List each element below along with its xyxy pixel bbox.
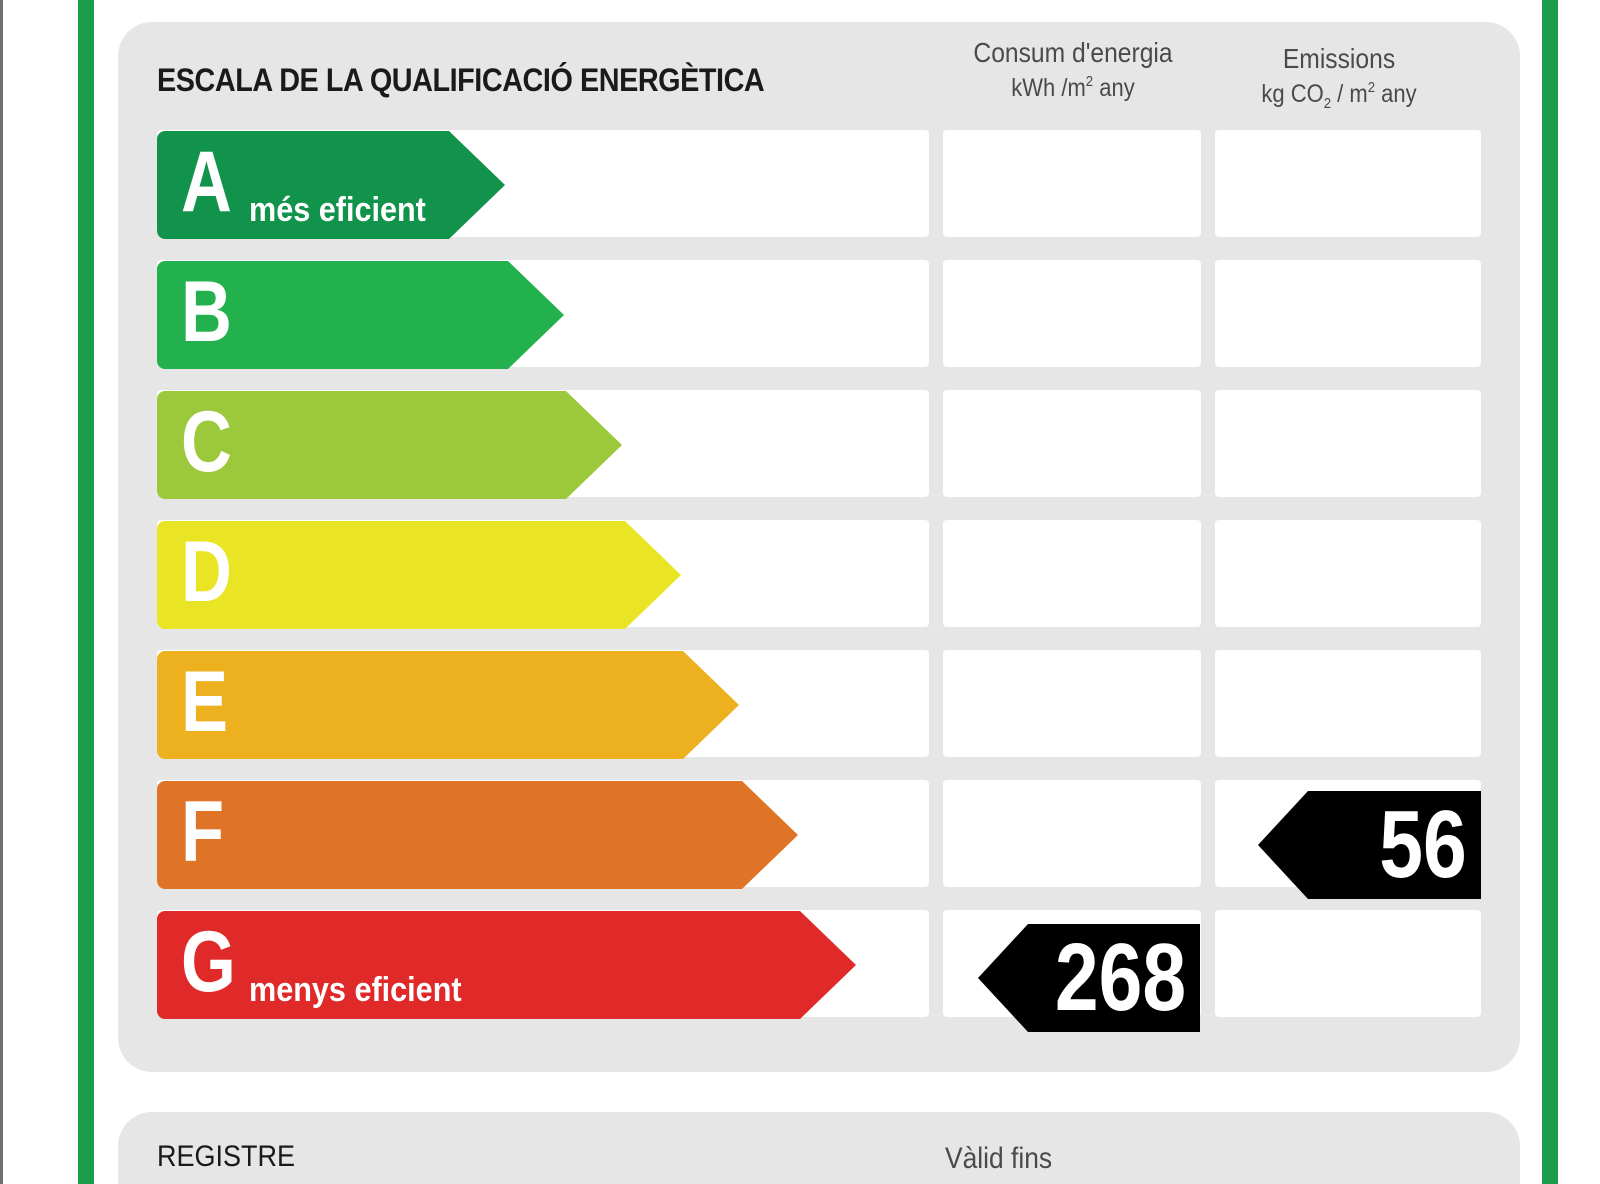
energy-column-unit: kWh /m2 any <box>959 72 1188 106</box>
class-arrow-b: B <box>157 261 564 369</box>
energy-unit-period: any <box>1093 73 1135 102</box>
energy-cell-e <box>943 650 1201 757</box>
emissions-rating-marker: 56 <box>1258 791 1481 899</box>
energy-rating-value: 268 <box>1054 924 1186 1031</box>
emissions-cell-c <box>1215 390 1481 497</box>
emissions-column-unit: kg CO2 / m2 any <box>1223 78 1455 114</box>
registry-label: REGISTRE <box>157 1140 296 1173</box>
emissions-cell-a <box>1215 130 1481 237</box>
class-caption: més eficient <box>249 191 426 229</box>
energy-cell-a <box>943 130 1201 237</box>
emissions-cell-d <box>1215 520 1481 627</box>
energy-cell-f <box>943 780 1201 887</box>
class-letter: E <box>181 654 229 750</box>
energy-column-label: Consum d'energia <box>973 37 1173 68</box>
energy-cell-b <box>943 260 1201 367</box>
class-arrow-f: F <box>157 781 798 889</box>
class-letter: A <box>181 134 232 230</box>
class-caption: menys eficient <box>249 971 462 1009</box>
scale-title: ESCALA DE LA QUALIFICACIÓ ENERGÈTICA <box>157 62 765 98</box>
emissions-unit-base: kg CO <box>1261 79 1324 108</box>
registry-panel <box>118 1112 1520 1184</box>
energy-cell-c <box>943 390 1201 497</box>
emissions-unit-sup: 2 <box>1367 78 1376 96</box>
emissions-column-header: Emissions kg CO2 / m2 any <box>1223 40 1455 114</box>
energy-unit-base: kWh /m <box>1011 73 1086 102</box>
energy-column-header: Consum d'energia kWh /m2 any <box>959 34 1188 106</box>
left-edge-line <box>0 0 3 1184</box>
class-arrow-c: C <box>157 391 622 499</box>
emissions-unit-area: / m <box>1331 79 1368 108</box>
class-arrow-d: D <box>157 521 681 629</box>
energy-cell-d <box>943 520 1201 627</box>
emissions-column-label: Emissions <box>1282 43 1396 74</box>
class-letter: G <box>181 914 236 1010</box>
emissions-unit-period: any <box>1375 79 1417 108</box>
class-letter: F <box>181 784 225 880</box>
emissions-cell-e <box>1215 650 1481 757</box>
emissions-unit-sub: 2 <box>1323 94 1332 112</box>
class-letter: D <box>181 524 232 620</box>
energy-unit-sup: 2 <box>1085 72 1094 90</box>
emissions-cell-g <box>1215 910 1481 1017</box>
emissions-rating-value: 56 <box>1379 791 1467 898</box>
energy-rating-marker: 268 <box>978 924 1200 1032</box>
certificate-frame <box>78 0 1558 1184</box>
class-letter: C <box>181 394 232 490</box>
class-letter: B <box>181 264 232 360</box>
emissions-cell-b <box>1215 260 1481 367</box>
valid-until-label: Vàlid fins <box>945 1142 1053 1175</box>
class-arrow-e: E <box>157 651 739 759</box>
